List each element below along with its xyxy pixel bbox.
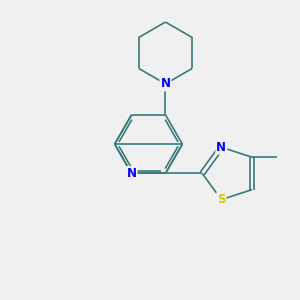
Text: N: N (160, 77, 170, 90)
Text: S: S (217, 193, 226, 206)
Text: N: N (127, 167, 136, 180)
Text: N: N (216, 141, 226, 154)
